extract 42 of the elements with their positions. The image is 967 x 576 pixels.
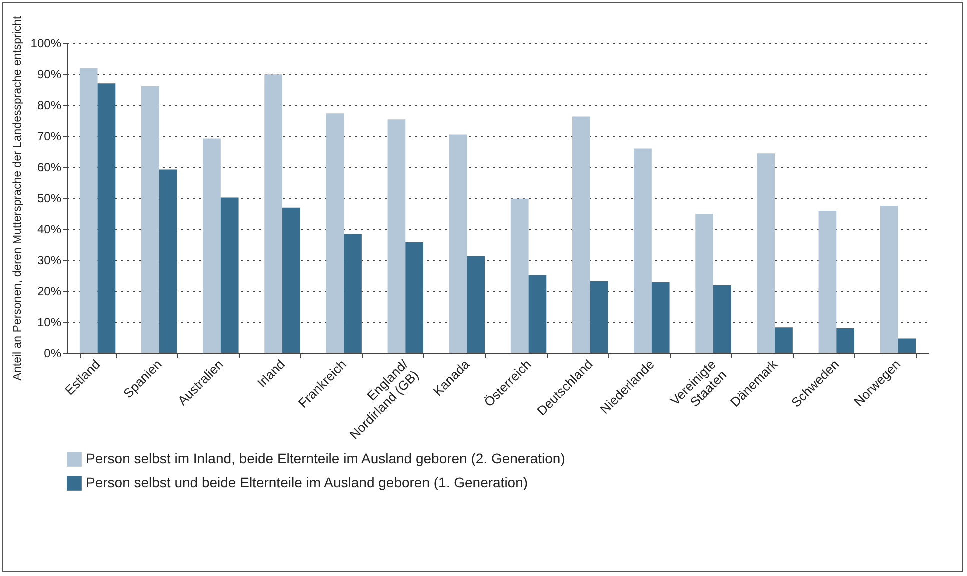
bar (388, 120, 406, 353)
bar (510, 198, 529, 353)
bar (406, 242, 424, 353)
bar (634, 148, 652, 353)
legend-label: Person selbst im Inland, beide Elternteile im Ausland geboren (2. Generation) (86, 450, 566, 466)
bar (282, 208, 300, 353)
y-tick-label: 90% (37, 68, 62, 82)
y-tick-label: 80% (37, 98, 62, 112)
bar (714, 285, 732, 353)
bar (775, 328, 793, 353)
bar (836, 328, 854, 353)
bar (326, 114, 344, 353)
y-tick-label: 10% (37, 316, 62, 330)
bar (880, 206, 898, 353)
bar (572, 116, 590, 353)
bar (528, 275, 547, 353)
bar (757, 154, 776, 353)
bar (142, 86, 160, 353)
y-tick-label: 50% (37, 192, 62, 206)
y-tick-label: 20% (37, 284, 62, 298)
bar (652, 282, 670, 353)
legend-label: Person selbst und beide Elternteile im Ausland geboren (1. Generation) (86, 474, 528, 490)
bar (898, 338, 916, 353)
y-tick-label: 30% (37, 254, 62, 268)
y-tick-label: 70% (37, 130, 62, 144)
bar (449, 134, 468, 353)
bar (220, 198, 239, 353)
y-tick-label: 0% (44, 346, 62, 360)
bar (203, 138, 221, 353)
y-tick-label: 40% (37, 222, 62, 236)
bar (80, 68, 98, 353)
bar (159, 170, 178, 353)
bar (98, 84, 116, 353)
y-axis-title: Anteil an Personen, deren Muttersprache der Landessprache entspricht (12, 16, 24, 381)
bar (696, 214, 714, 353)
y-tick-label: 100% (30, 36, 62, 50)
y-tick-label: 60% (37, 160, 62, 174)
bar (344, 234, 362, 353)
bar (264, 74, 282, 353)
bar (467, 256, 486, 353)
bar (818, 211, 837, 353)
bar (590, 281, 608, 353)
